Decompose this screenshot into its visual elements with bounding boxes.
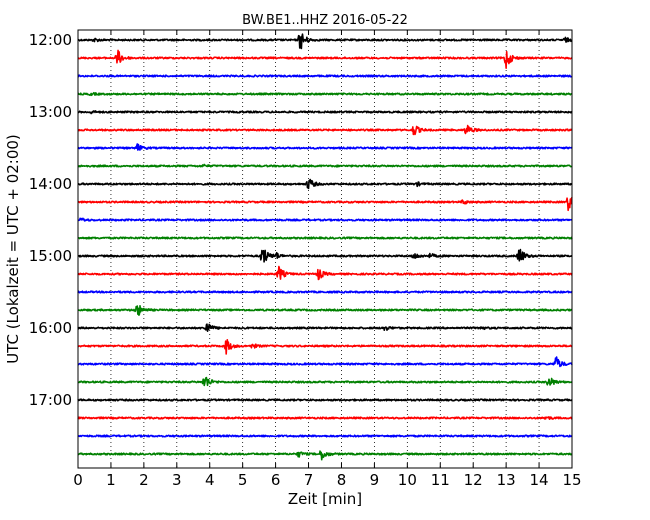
x-tick-label: 8 <box>337 471 347 489</box>
trace-line <box>77 356 573 368</box>
vertical-gridlines <box>110 30 540 468</box>
y-axis-ticks: 12:00 13:00 14:00 15:00 16:00 17:00 <box>29 31 572 409</box>
trace-line <box>77 416 573 421</box>
chart-title: BW.BE1..HHZ 2016-05-22 <box>242 13 408 28</box>
trace-line <box>77 323 573 333</box>
x-tick-label: 5 <box>238 471 248 489</box>
trace-line <box>77 143 573 151</box>
x-tick-label: 6 <box>271 471 281 489</box>
trace-line <box>77 49 573 69</box>
trace-line <box>77 305 573 316</box>
x-tick-label: 2 <box>139 471 149 489</box>
seismogram-traces <box>77 33 573 461</box>
y-tick-label: 13:00 <box>29 103 72 121</box>
trace-line <box>77 74 573 78</box>
x-axis-ticks: 0 1 2 3 4 5 6 7 8 9 10 11 12 13 14 15 <box>73 30 582 489</box>
x-tick-label: 15 <box>562 471 581 489</box>
trace-line <box>77 196 573 212</box>
plot-area-frame <box>77 29 573 469</box>
y-tick-label: 14:00 <box>29 175 72 193</box>
y-tick-label: 16:00 <box>29 319 72 337</box>
x-tick-label: 11 <box>431 471 450 489</box>
y-tick-label: 17:00 <box>29 391 72 409</box>
x-axis-label: Zeit [min] <box>288 490 362 508</box>
trace-line <box>77 33 573 50</box>
x-tick-label: 1 <box>106 471 116 489</box>
trace-line <box>77 91 573 97</box>
x-tick-label: 14 <box>530 471 549 489</box>
trace-line <box>77 450 573 461</box>
trace-line <box>77 163 573 168</box>
x-tick-label: 4 <box>205 471 215 489</box>
trace-line <box>77 338 573 355</box>
trace-line <box>77 376 573 387</box>
trace-line <box>77 217 573 222</box>
y-tick-label: 15:00 <box>29 247 72 265</box>
y-axis-label: UTC (Lokalzeit = UTC + 02:00) <box>4 134 22 364</box>
x-tick-label: 3 <box>172 471 182 489</box>
x-tick-label: 7 <box>304 471 314 489</box>
trace-line <box>77 236 573 240</box>
trace-line <box>77 178 573 190</box>
trace-line <box>77 398 573 402</box>
trace-line <box>77 124 573 136</box>
x-tick-label: 9 <box>370 471 380 489</box>
trace-line <box>77 110 573 115</box>
trace-line <box>77 265 573 281</box>
x-tick-label: 0 <box>73 471 83 489</box>
x-tick-label: 10 <box>398 471 417 489</box>
x-tick-label: 12 <box>464 471 483 489</box>
trace-line <box>77 434 573 438</box>
x-tick-label: 13 <box>497 471 516 489</box>
y-tick-label: 12:00 <box>29 31 72 49</box>
trace-line <box>77 290 573 294</box>
trace-line <box>77 248 573 263</box>
